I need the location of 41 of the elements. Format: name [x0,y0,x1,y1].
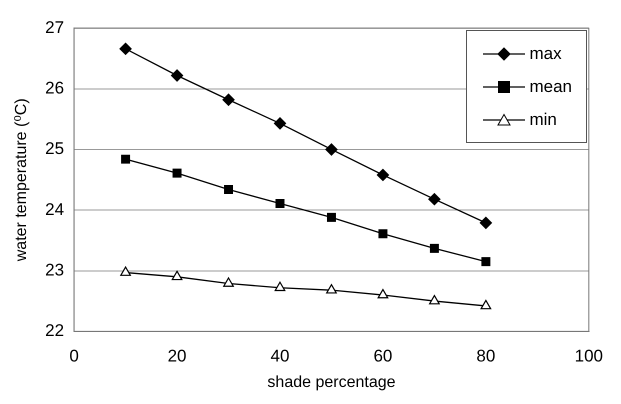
y-tick-label: 23 [45,260,64,280]
x-tick-label: 20 [168,346,187,366]
point [172,168,182,178]
point [430,244,439,253]
y-tick-label: 25 [45,139,64,158]
point [429,294,440,304]
x-tick-label: 100 [574,346,604,366]
point [223,277,234,287]
point [120,266,131,276]
point [326,284,337,294]
x-tick-label: 0 [69,346,79,366]
point [119,42,132,55]
point [172,270,182,280]
point [480,300,492,310]
point [378,288,388,298]
point [274,282,286,292]
point [224,185,234,194]
y-tick-label: 26 [45,78,64,98]
point [325,143,338,156]
y-tick-label: 27 [45,18,64,37]
point [376,168,390,182]
point [222,94,235,106]
point [378,229,388,238]
x-tick-label: 60 [373,346,392,366]
point [428,193,441,206]
legend-label: mean [529,76,572,96]
point [276,198,284,208]
point [326,212,336,222]
x-tick-label: 40 [270,346,290,366]
legend-label: max [529,44,562,64]
x-tick-label: 80 [476,346,496,366]
point [480,216,492,229]
y-tick-label: 22 [45,321,64,340]
legend-label: min [529,110,557,130]
point [481,257,490,266]
y-tick-label: 24 [45,200,64,219]
point [170,69,184,82]
point [274,117,286,130]
y-axis-title: water temperature (⁰C) [13,98,30,262]
point [121,154,130,164]
x-axis-title: shade percentage [267,374,396,391]
